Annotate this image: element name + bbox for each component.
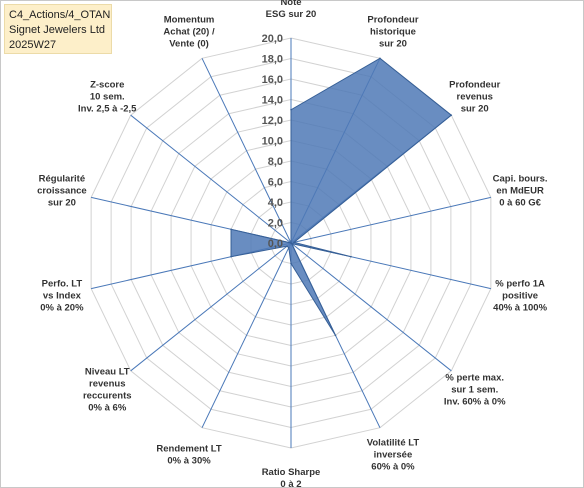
data-point bbox=[379, 57, 381, 60]
axis-spoke bbox=[290, 196, 491, 244]
axis-label-line: Régularité bbox=[39, 174, 85, 185]
axis-label-line: sur 1 sem. bbox=[451, 385, 498, 396]
axis-label-line: 0% à 20% bbox=[40, 302, 84, 313]
header-week: 2025W27 bbox=[9, 39, 57, 51]
header-company: Signet Jewelers Ltd bbox=[9, 24, 105, 36]
data-point bbox=[290, 242, 292, 244]
axis-label-line: Capi. bours. bbox=[493, 174, 548, 185]
axis-label-line: 0% à 30% bbox=[167, 456, 211, 467]
tick-label: 4,0 bbox=[268, 197, 283, 209]
axis-label-line: 0 à 60 G€ bbox=[499, 198, 541, 209]
axis-label-line: sur 20 bbox=[379, 38, 407, 49]
axis-label-line: Achat (20) / bbox=[163, 26, 215, 37]
axis-spoke bbox=[130, 114, 292, 244]
data-point bbox=[350, 255, 352, 258]
axis-label-line: sur 20 bbox=[461, 103, 489, 114]
tick-label: 0,0 bbox=[268, 238, 283, 250]
axis-label-line: % perte max. bbox=[445, 373, 504, 384]
data-point bbox=[230, 228, 232, 231]
axis-label-line: Vente (0) bbox=[169, 38, 209, 49]
axis-label-line: 0% à 6% bbox=[88, 403, 127, 414]
axis-label-line: 0 à 2 bbox=[280, 479, 301, 488]
axis-label-line: Profondeur bbox=[367, 14, 418, 25]
axis-label: Rendement LT0% à 30% bbox=[156, 444, 221, 467]
axis-spoke bbox=[201, 242, 292, 428]
axis-label-line: Volatilité LT bbox=[367, 438, 420, 449]
axis-label-line: Ratio Sharpe bbox=[262, 467, 321, 478]
axis-label-line: vs Index bbox=[43, 290, 82, 301]
axis-label-line: Perfo. LT bbox=[42, 278, 83, 289]
axis-label-line: Inv. 60% à 0% bbox=[444, 397, 506, 408]
axis-label-line: % perfo 1A bbox=[495, 278, 545, 289]
tick-label: 6,0 bbox=[268, 177, 283, 189]
axis-label-line: sur 20 bbox=[48, 198, 76, 209]
data-point bbox=[450, 114, 453, 116]
axis-label-line: historique bbox=[370, 26, 416, 37]
data-point bbox=[290, 262, 292, 265]
axis-label-line: Inv. 2,5 à -2,5 bbox=[78, 103, 137, 114]
axis-label-line: Momentum bbox=[164, 14, 215, 25]
data-point bbox=[230, 255, 232, 258]
tick-label: 2,0 bbox=[268, 218, 283, 230]
axis-spoke bbox=[290, 242, 452, 372]
tick-label: 16,0 bbox=[262, 74, 283, 86]
tick-label: 12,0 bbox=[262, 115, 283, 127]
axis-label-line: 60% à 0% bbox=[371, 462, 415, 473]
radar-tick-labels: 0,0 2,0 4,0 6,0 8,0 10,0 12,0 14,0 16,0 18,0 20,0 bbox=[262, 33, 283, 250]
axis-label-line: ESG sur 20 bbox=[266, 9, 317, 20]
axis-label-line: 10 sem. bbox=[90, 91, 125, 102]
axis-label-line: reccurents bbox=[83, 391, 132, 402]
chart-header-box: C4_Actions/4_OTAN Signet Jewelers Ltd 20… bbox=[4, 4, 112, 54]
series-area bbox=[230, 57, 453, 336]
axis-label-line: Rendement LT bbox=[156, 444, 221, 455]
axis-label-line: croissance bbox=[37, 186, 87, 197]
tick-label: 8,0 bbox=[268, 156, 283, 168]
data-point bbox=[293, 241, 295, 244]
axis-label-line: Profondeur bbox=[449, 79, 500, 90]
axis-label-line: revenus bbox=[89, 379, 125, 390]
tick-label: 14,0 bbox=[262, 95, 283, 107]
axis-label-line: Z-score bbox=[90, 79, 124, 90]
tick-label: 10,0 bbox=[262, 136, 283, 148]
axis-spoke bbox=[201, 58, 292, 244]
axis-spoke bbox=[130, 242, 292, 372]
header-category: C4_Actions/4_OTAN bbox=[9, 9, 111, 21]
radar-series bbox=[230, 57, 453, 337]
axis-label-line: 40% à 100% bbox=[493, 302, 547, 313]
axis-label: % perte max.sur 1 sem.Inv. 60% à 0% bbox=[444, 373, 506, 408]
axis-label-line: Note bbox=[280, 0, 301, 8]
data-point bbox=[287, 246, 290, 249]
axis-label-line: Niveau LT bbox=[85, 367, 130, 378]
axis-label-line: positive bbox=[502, 290, 538, 301]
axis-label-line: en MdEUR bbox=[496, 186, 544, 197]
data-point bbox=[290, 108, 292, 111]
tick-label: 20,0 bbox=[262, 33, 283, 45]
axis-label-line: revenus bbox=[457, 91, 493, 102]
data-point bbox=[334, 334, 337, 337]
tick-label: 18,0 bbox=[262, 54, 283, 66]
data-point bbox=[286, 245, 288, 247]
axis-label-line: inversée bbox=[374, 450, 413, 461]
